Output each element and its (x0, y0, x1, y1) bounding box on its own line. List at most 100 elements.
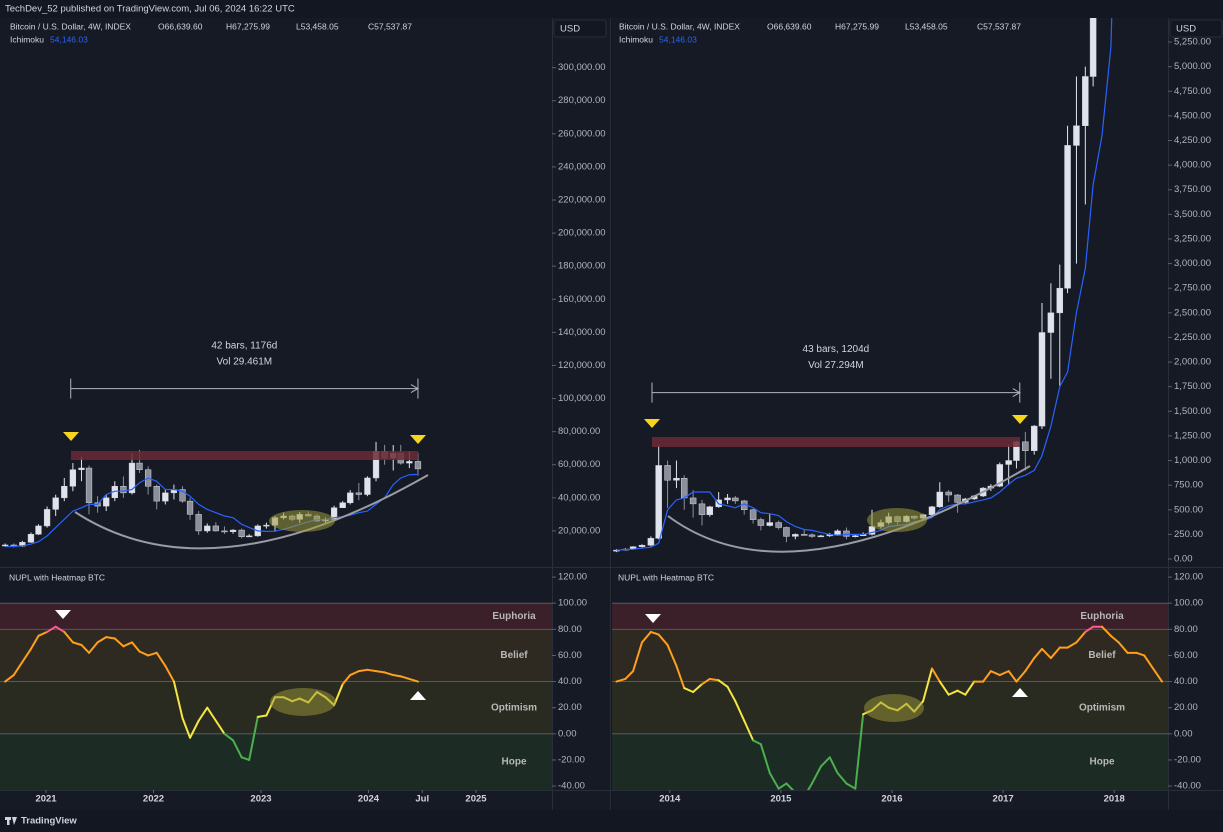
nupl-title: NUPL with Heatmap BTC (9, 572, 105, 582)
candle-body (120, 485, 127, 494)
price-pane (613, 18, 1113, 553)
ohlc-label: H67,275.99 (226, 21, 270, 31)
nupl-segment (1007, 670, 1018, 683)
candle-body (35, 525, 42, 535)
candle-body (1073, 125, 1080, 146)
zone (0, 603, 552, 630)
nupl-segment (54, 625, 66, 633)
resistance-band (71, 451, 418, 460)
nupl-segment (743, 719, 755, 742)
y-tick-label: 2,500.00 (1174, 307, 1211, 318)
nupl-segment (88, 641, 99, 654)
nupl-segment (998, 670, 1010, 677)
x-tick-label: 2018 (1104, 794, 1125, 805)
candle-body (414, 461, 422, 470)
y-tick-label: 60.00 (558, 650, 582, 661)
nupl-segment (46, 625, 57, 633)
nupl-segment (248, 715, 259, 761)
y-tick-label: -20.00 (558, 754, 585, 765)
candle-body (1056, 287, 1064, 314)
currency-button[interactable] (1169, 19, 1223, 38)
candle-body (347, 492, 354, 504)
candle-body (364, 477, 371, 495)
highlight (864, 694, 924, 722)
y-tick-label: 60,000.00 (558, 459, 600, 470)
x-tick-label: 2021 (35, 794, 57, 805)
zone (612, 603, 1168, 630)
candle-body (749, 509, 757, 520)
candle-body (673, 478, 680, 481)
ohlc-label: O66,639.60 (767, 21, 812, 31)
zone (0, 733, 552, 790)
candle-body (664, 465, 671, 481)
candle-body (1022, 441, 1029, 451)
candle-body (1047, 312, 1055, 333)
nupl-segment (828, 756, 839, 775)
zone-label: Belief (1088, 650, 1116, 661)
candle-body (1089, 18, 1097, 77)
symbol-title: Bitcoin / U.S. Dollar, 4W, INDEX (10, 21, 131, 31)
nupl-segment (717, 679, 729, 688)
left-chart: Euphoria Belief Optimism Hope 42 bars, 1176d… (0, 19, 607, 805)
y-tick-label: 240,000.00 (558, 161, 606, 172)
nupl-segment (223, 732, 235, 742)
y-tick-label: 180,000.00 (558, 261, 606, 272)
y-tick-label: 300,000.00 (558, 62, 606, 73)
nupl-segment (1033, 647, 1043, 660)
nupl-segment (240, 756, 251, 761)
y-tick-label: 5,250.00 (1174, 37, 1211, 48)
nupl-segment (1066, 641, 1078, 649)
y-tick-label: 500.00 (1174, 504, 1203, 515)
candle-body (852, 535, 859, 538)
candle-body (355, 492, 362, 495)
y-tick-label: 0.00 (1174, 728, 1193, 739)
zone-label: Belief (500, 650, 528, 661)
candle-body (1064, 145, 1071, 289)
nupl-segment (366, 668, 378, 673)
nupl-segment (113, 637, 125, 648)
nupl-segment (138, 650, 150, 657)
nupl-segment (675, 664, 686, 690)
marker (410, 435, 426, 444)
candle-body (85, 467, 93, 504)
nupl-segment (785, 782, 795, 790)
candle-body (128, 462, 136, 494)
y-tick-label: 120.00 (558, 572, 587, 583)
nupl-segment (1117, 641, 1129, 654)
candle-body (945, 491, 952, 496)
marker (644, 419, 660, 428)
measure-arrow (410, 384, 419, 394)
y-tick-label: 0.00 (1174, 554, 1193, 565)
y-tick-label: 1,250.00 (1174, 430, 1211, 441)
candle-body (27, 533, 35, 543)
nupl-segment (197, 706, 209, 722)
nupl-segment (1109, 634, 1120, 644)
y-tick-label: 40.00 (1174, 676, 1198, 687)
x-tick-label: 2025 (465, 794, 487, 805)
highlight (270, 688, 336, 716)
y-tick-label: 20.00 (558, 702, 582, 713)
candle-body (2, 544, 9, 547)
candle-body (1038, 332, 1046, 427)
nupl-segment (383, 671, 395, 677)
ohlc-label: H67,275.99 (835, 21, 879, 31)
y-tick-label: 4,750.00 (1174, 86, 1211, 97)
nupl-segment (172, 680, 184, 720)
currency-button[interactable] (553, 19, 607, 38)
nupl-segment (1135, 651, 1146, 657)
y-tick-label: 60.00 (1174, 650, 1198, 661)
candle-body (263, 524, 270, 527)
nupl-segment (37, 630, 49, 637)
y-tick-label: 120,000.00 (558, 360, 606, 371)
measure-volume: Vol 29.461M (217, 356, 273, 367)
nupl-segment (806, 782, 813, 790)
y-tick-label: 3,000.00 (1174, 258, 1211, 269)
y-tick-label: -40.00 (1174, 781, 1201, 792)
indicator-value: 54,146.03 (659, 34, 697, 44)
candle-body (689, 497, 697, 505)
x-tick-label: 2024 (358, 794, 380, 805)
nupl-segment (641, 630, 652, 644)
candle-body (339, 502, 346, 508)
nupl-segment (1015, 670, 1027, 683)
